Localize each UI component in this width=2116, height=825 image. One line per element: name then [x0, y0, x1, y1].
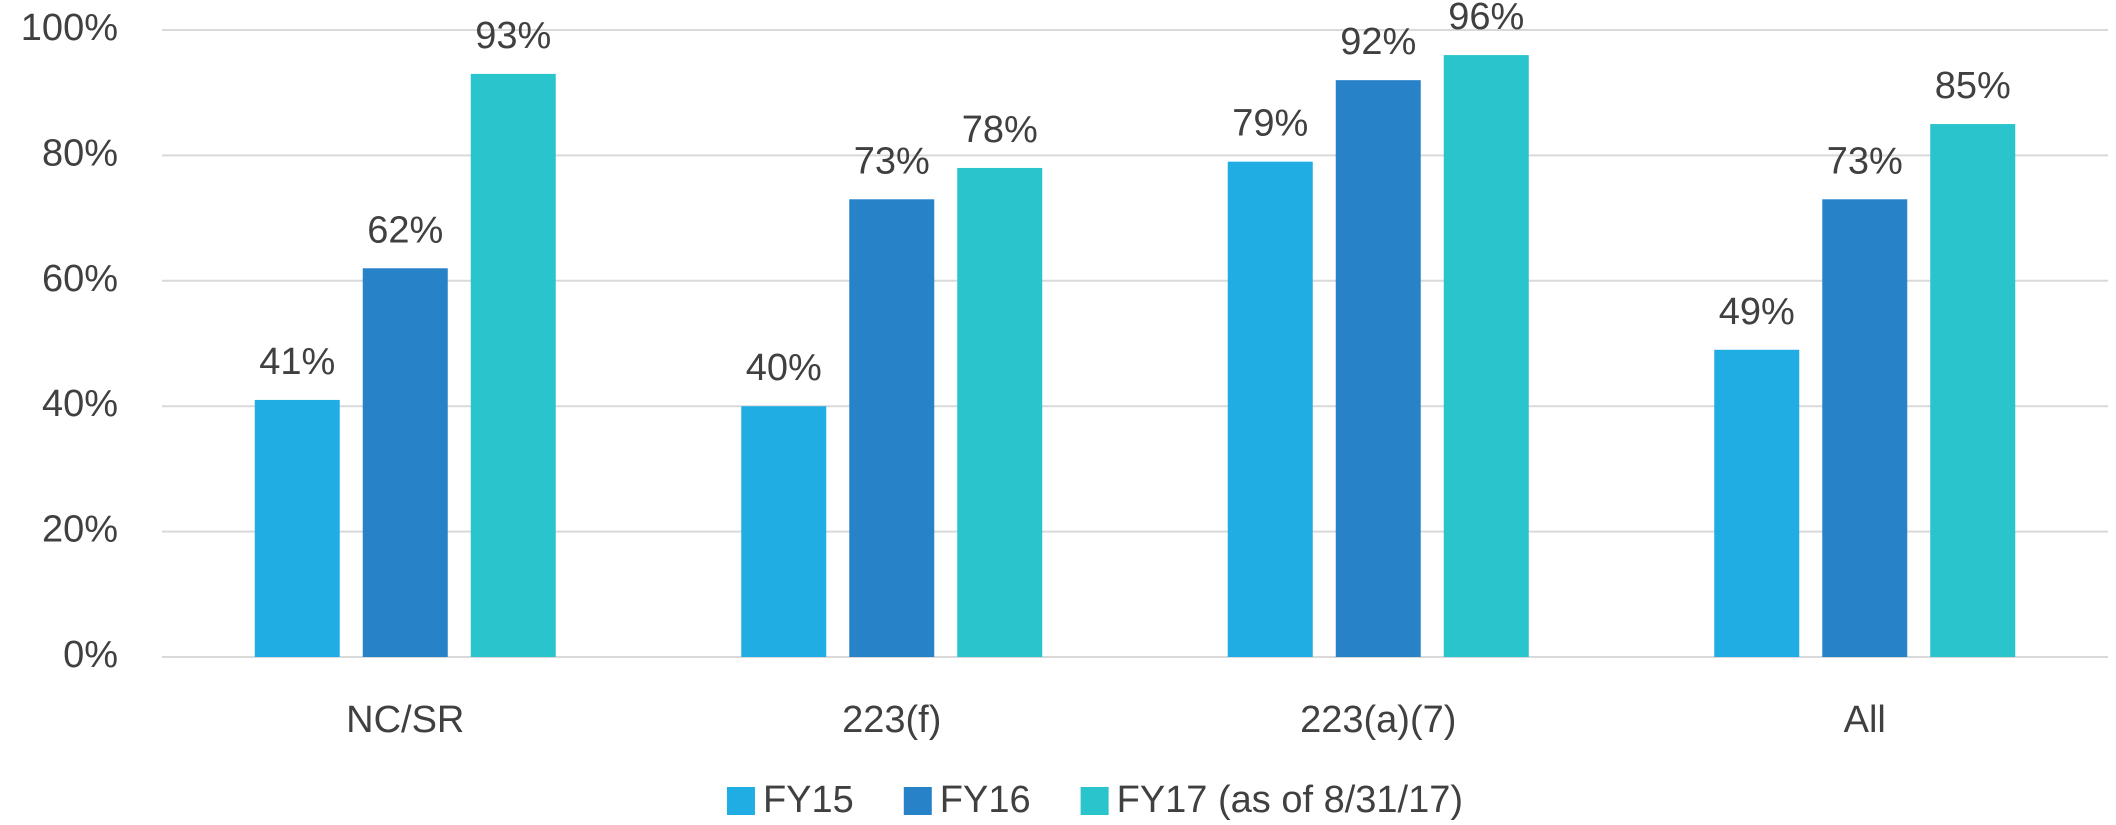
data-label: 73% — [854, 140, 930, 182]
bar — [362, 268, 448, 657]
bar — [741, 406, 827, 657]
y-tick-label: 20% — [42, 509, 118, 551]
bar — [1822, 199, 1908, 658]
data-label: 41% — [259, 341, 335, 383]
legend-label: FY17 (as of 8/31/17) — [1117, 779, 1463, 821]
bar — [849, 199, 935, 658]
legend-swatch — [903, 787, 932, 815]
x-tick-label: NC/SR — [346, 699, 464, 741]
data-label: 96% — [1448, 0, 1524, 38]
legend-label: FY16 — [940, 779, 1031, 821]
bar — [1335, 80, 1421, 657]
data-label: 79% — [1232, 103, 1308, 145]
x-tick-label: 223(f) — [842, 699, 941, 741]
legend-item: FY15 — [726, 779, 854, 821]
bar — [957, 167, 1043, 657]
y-tick-label: 0% — [63, 634, 118, 676]
data-label: 92% — [1340, 21, 1416, 63]
y-tick-label: 60% — [42, 258, 118, 300]
data-label: 93% — [475, 15, 551, 57]
bar — [1227, 161, 1313, 658]
y-tick-label: 100% — [21, 7, 118, 49]
bar — [470, 73, 556, 657]
legend-item: FY16 — [903, 779, 1031, 821]
data-label: 73% — [1827, 140, 1903, 182]
legend-label: FY15 — [763, 779, 854, 821]
data-label: 40% — [746, 347, 822, 389]
y-tick-label: 40% — [42, 383, 118, 425]
y-tick-label: 80% — [42, 132, 118, 174]
bar — [1443, 55, 1529, 657]
legend-swatch — [726, 787, 755, 815]
legend-swatch — [1080, 787, 1109, 815]
bar — [1714, 349, 1800, 657]
x-tick-label: All — [1844, 699, 1886, 741]
data-label: 78% — [962, 109, 1038, 151]
bar — [254, 399, 340, 657]
data-label: 85% — [1935, 65, 2011, 107]
legend-item: FY17 (as of 8/31/17) — [1080, 779, 1463, 821]
data-label: 49% — [1719, 291, 1795, 333]
bar — [1930, 124, 2016, 658]
data-label: 62% — [367, 209, 443, 251]
x-tick-label: 223(a)(7) — [1300, 699, 1456, 741]
